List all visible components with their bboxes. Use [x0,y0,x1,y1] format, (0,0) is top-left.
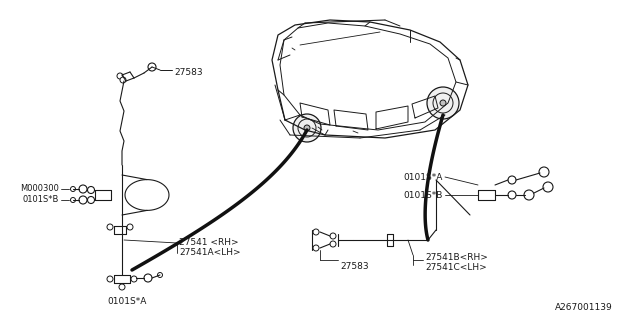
Text: 27541 <RH>: 27541 <RH> [179,237,239,246]
Ellipse shape [88,187,95,194]
Ellipse shape [313,229,319,235]
Text: 0101S*A: 0101S*A [404,172,443,181]
Text: 0101S*A: 0101S*A [107,297,147,306]
Text: 27583: 27583 [340,262,369,271]
Ellipse shape [120,77,126,83]
Ellipse shape [524,190,534,200]
Ellipse shape [313,245,319,251]
Ellipse shape [304,125,310,131]
Ellipse shape [79,185,87,193]
Ellipse shape [298,119,316,137]
Text: M000300: M000300 [20,183,59,193]
Ellipse shape [127,224,133,230]
Ellipse shape [508,191,516,199]
Ellipse shape [107,276,113,282]
Ellipse shape [543,182,553,192]
Ellipse shape [119,284,125,290]
Text: 27541A<LH>: 27541A<LH> [179,247,241,257]
Ellipse shape [539,167,549,177]
Ellipse shape [79,196,87,204]
Text: 0101S*B: 0101S*B [404,190,443,199]
Ellipse shape [330,233,336,239]
Text: A267001139: A267001139 [555,303,612,312]
Ellipse shape [131,276,137,282]
Ellipse shape [427,87,459,119]
Text: 0101S*B: 0101S*B [22,195,59,204]
Ellipse shape [70,187,76,191]
Ellipse shape [70,197,76,203]
Ellipse shape [433,93,453,113]
Ellipse shape [157,273,163,277]
Ellipse shape [330,241,336,247]
Ellipse shape [144,274,152,282]
Text: 27583: 27583 [174,68,203,76]
Ellipse shape [440,100,446,106]
Ellipse shape [508,176,516,184]
Ellipse shape [117,73,123,79]
Ellipse shape [293,114,321,142]
Ellipse shape [107,224,113,230]
Ellipse shape [88,196,95,204]
Ellipse shape [148,63,156,71]
Text: 27541B<RH>: 27541B<RH> [425,252,488,261]
Text: 27541C<LH>: 27541C<LH> [425,262,487,271]
